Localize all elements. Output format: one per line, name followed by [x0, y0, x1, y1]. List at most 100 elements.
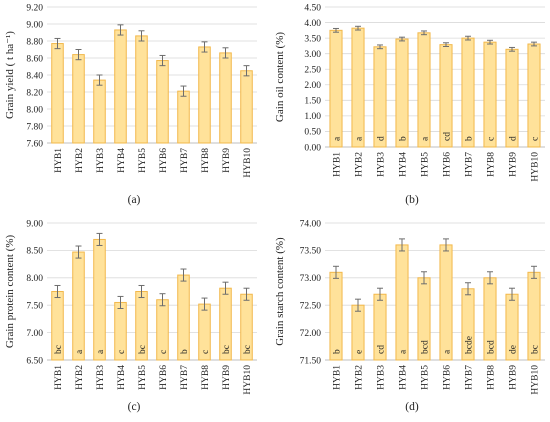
significance-letter: a: [355, 136, 365, 141]
x-tick-label: HYB8: [201, 148, 211, 173]
y-axis-title: Gain oil content (%): [274, 32, 286, 122]
bar: [351, 27, 365, 148]
x-tick-label: HYB1: [333, 365, 343, 390]
x-tick-label: HYB7: [180, 148, 190, 173]
bar: [135, 35, 148, 144]
y-tick-label: 73.50: [300, 247, 322, 257]
bar: [114, 29, 127, 144]
bar: [505, 48, 519, 148]
significance-letter: de: [509, 345, 519, 354]
x-tick-label: HYB9: [222, 365, 232, 390]
x-tick-label: HYB4: [399, 365, 409, 390]
panel-d-starch-content-chart: 71.50 72.00 72.50 73.00 73.50 74.00 b HYB1 e HYB2…: [274, 219, 545, 413]
x-tick-label: HYB4: [117, 365, 127, 390]
bar: [483, 41, 497, 148]
y-tick-label: 71.50: [300, 356, 322, 366]
bar: [240, 70, 253, 144]
x-tick-label: HYB5: [138, 148, 148, 173]
bar: [395, 38, 409, 148]
panel-caption: (c): [128, 401, 141, 413]
x-tick-label: HYB8: [201, 365, 211, 390]
y-tick-label: 8.60: [26, 54, 43, 64]
bar: [177, 274, 190, 361]
panel-a-grain-yield-chart: 7.60 7.80 8.00 8.20 8.40 8.60 8.80 9.00 9.20 HYB1…: [4, 3, 257, 206]
x-tick-label: HYB3: [96, 365, 106, 390]
y-tick-label: 3.00: [304, 50, 321, 60]
bar: [51, 43, 64, 144]
y-tick-label: 2.50: [304, 66, 321, 76]
x-tick-label: HYB6: [159, 365, 169, 390]
x-tick-label: HYB8: [487, 152, 497, 177]
bar: [527, 43, 541, 148]
y-tick-label: 74.00: [300, 219, 322, 229]
x-tick-label: HYB2: [355, 365, 365, 390]
x-tick-label: HYB1: [333, 152, 343, 177]
y-tick-label: 7.60: [26, 139, 43, 149]
x-tick-label: HYB4: [399, 152, 409, 177]
y-tick-label: 72.50: [300, 302, 322, 312]
significance-letter: c: [117, 350, 127, 354]
x-tick-label: HYB7: [465, 365, 475, 390]
y-tick-label: 9.00: [26, 20, 43, 30]
significance-letter: bcd: [487, 340, 497, 354]
y-tick-label: 8.00: [26, 105, 43, 115]
significance-letter: c: [159, 350, 169, 354]
significance-letter: a: [399, 349, 409, 354]
x-tick-label: HYB9: [509, 152, 519, 177]
panel-c-protein-content-chart: 6.507.007.508.008.509.00bcHYB1aHYB2aHYB3…: [4, 219, 257, 413]
y-tick-label: 1.50: [304, 97, 321, 107]
significance-letter: c: [531, 137, 541, 141]
bar: [439, 44, 453, 148]
significance-letter: b: [180, 349, 190, 354]
significance-letter: b: [333, 349, 343, 354]
y-axis-title: Grain starch content (%): [274, 237, 286, 346]
x-tick-label: HYB10: [531, 152, 541, 182]
significance-letter: e: [355, 350, 365, 354]
bar: [219, 52, 232, 144]
x-tick-label: HYB5: [421, 365, 431, 390]
y-tick-label: 8.50: [26, 247, 43, 257]
y-tick-label: 2.00: [304, 81, 321, 91]
panel-caption: (b): [405, 194, 419, 206]
y-tick-label: 72.00: [300, 329, 322, 339]
x-tick-label: HYB4: [117, 148, 127, 173]
panel-caption: (d): [405, 401, 419, 413]
y-tick-label: 0.00: [304, 143, 321, 153]
x-tick-label: HYB1: [54, 148, 64, 173]
significance-letter: d: [377, 136, 387, 141]
y-tick-label: 8.80: [26, 37, 43, 47]
significance-letter: a: [443, 349, 453, 354]
significance-letter: cd: [443, 132, 453, 141]
significance-letter: bc: [54, 345, 64, 354]
y-tick-label: 7.80: [26, 122, 43, 132]
y-tick-label: 7.00: [26, 329, 43, 339]
y-axis-title: Grain protein content (%): [4, 235, 16, 349]
panel-b-oil-content-chart: 0.00 0.50 1.00 1.50 2.00 2.50 3.00 3.50 4.00 4.50…: [274, 3, 545, 206]
x-tick-label: HYB9: [509, 365, 519, 390]
y-axis-title: Grain yield ( t ha⁻¹): [4, 31, 16, 119]
bar: [72, 251, 85, 361]
x-tick-label: HYB7: [180, 365, 190, 390]
x-tick-label: HYB5: [421, 152, 431, 177]
significance-letter: c: [201, 350, 211, 354]
significance-letter: bcd: [421, 340, 431, 354]
significance-letter: bc: [138, 345, 148, 354]
significance-letter: cd: [377, 345, 387, 354]
x-tick-label: HYB8: [487, 365, 497, 390]
x-tick-label: HYB3: [96, 148, 106, 173]
x-tick-label: HYB6: [443, 152, 453, 177]
y-tick-label: 8.00: [26, 274, 43, 284]
significance-letter: b: [399, 136, 409, 141]
y-tick-label: 3.50: [304, 34, 321, 44]
y-tick-label: 4.50: [304, 3, 321, 13]
y-tick-label: 8.40: [26, 71, 43, 81]
bar: [329, 271, 343, 361]
y-tick-label: 4.00: [304, 19, 321, 29]
y-tick-label: 7.50: [26, 302, 43, 312]
y-tick-label: 9.00: [26, 219, 43, 229]
x-tick-label: HYB10: [243, 148, 253, 178]
y-tick-label: 73.00: [300, 274, 322, 284]
bar: [177, 90, 190, 144]
x-tick-label: HYB7: [465, 152, 475, 177]
